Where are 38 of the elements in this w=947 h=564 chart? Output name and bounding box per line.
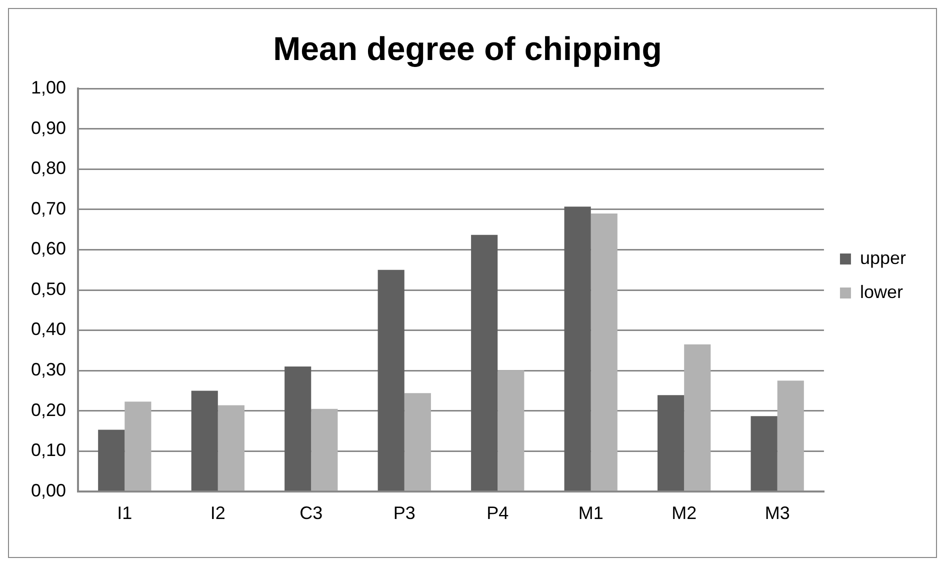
legend-label: upper	[860, 248, 906, 268]
bar	[311, 408, 338, 491]
y-tick-label: 0,80	[30, 158, 66, 178]
x-tick-label: P4	[486, 503, 509, 524]
x-tick-label: P3	[393, 503, 416, 524]
bar	[658, 395, 684, 491]
y-tick-label: 0,90	[30, 118, 66, 138]
bar	[378, 270, 404, 491]
x-tick-label: M3	[764, 503, 790, 524]
bar	[684, 344, 711, 491]
y-tick-label: 1,00	[30, 78, 66, 98]
legend-label: lower	[860, 282, 903, 302]
x-tick-label: C3	[300, 503, 323, 524]
x-tick-label: I1	[117, 503, 132, 524]
bar	[471, 234, 498, 491]
bar	[284, 366, 312, 491]
x-tick-label: I2	[210, 503, 226, 524]
x-tick-label: M2	[672, 503, 697, 524]
bar	[590, 213, 618, 491]
bar	[564, 206, 591, 491]
bar	[498, 370, 524, 491]
y-tick-label: 0,60	[30, 238, 66, 259]
y-tick-label: 0,20	[30, 400, 66, 420]
y-tick-label: 0,10	[30, 440, 66, 460]
y-tick-label: 0,50	[30, 278, 66, 299]
y-tick-label: 0,00	[30, 480, 66, 500]
bar	[218, 405, 244, 491]
chart-title: Mean degree of chipping	[273, 30, 662, 67]
y-tick-label: 0,30	[30, 360, 66, 380]
bar	[98, 430, 125, 491]
bar	[777, 380, 804, 491]
bar	[750, 416, 778, 491]
bar	[191, 390, 218, 491]
bar	[124, 402, 152, 491]
x-tick-label: M1	[578, 503, 604, 524]
y-tick-label: 0,40	[30, 319, 66, 340]
y-tick-label: 0,70	[30, 198, 66, 218]
bar	[404, 393, 431, 491]
